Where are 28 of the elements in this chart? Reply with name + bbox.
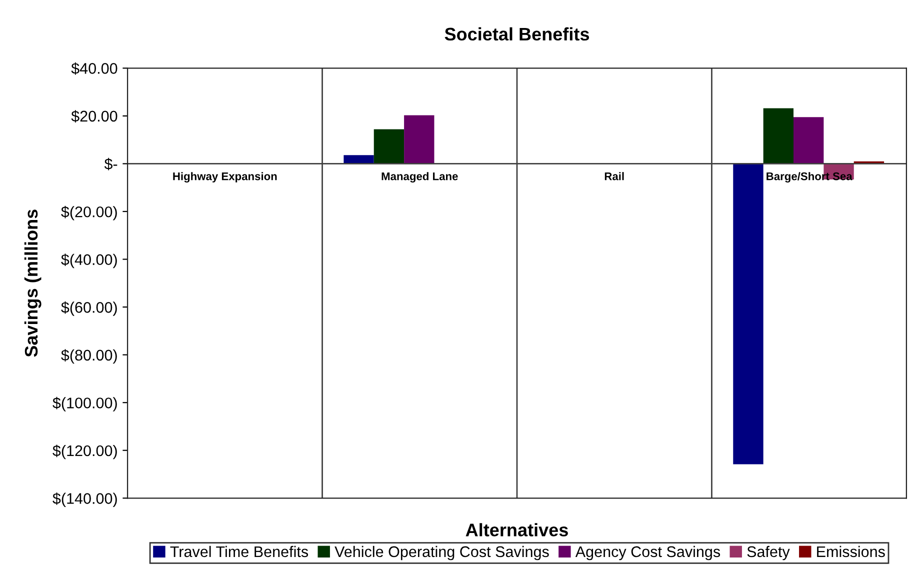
x-axis-title: Alternatives (466, 523, 568, 536)
y-tick-label: $(60.00) (61, 301, 117, 316)
y-tick-label: $(20.00) (61, 206, 117, 220)
bar (374, 129, 404, 164)
y-tick-label: $(140.00) (52, 492, 117, 507)
legend-label: Vehicle Operating Cost Savings (334, 546, 549, 560)
x-tick-label: Rail (604, 172, 624, 180)
y-tick-label: $20.00 (71, 110, 118, 123)
bar (344, 155, 374, 164)
y-tick-label: $40.00 (71, 62, 118, 75)
x-tick-label: Managed Lane (382, 172, 458, 182)
y-axis-title: Savings (millions (24, 210, 42, 357)
bar (763, 108, 794, 164)
bar (733, 164, 764, 464)
legend-label: Safety (747, 546, 790, 560)
y-tick-label: $(100.00) (52, 396, 117, 412)
legend-label: Travel Time Benefits (170, 546, 308, 558)
bar (794, 117, 824, 164)
y-tick-label: $- (104, 158, 118, 170)
y-tick-label: $(40.00) (61, 254, 117, 268)
chart-title: Societal Benefits (444, 27, 590, 41)
x-tick-label: Highway Expansion (173, 172, 277, 182)
bar (404, 115, 434, 164)
legend-label: Agency Cost Savings (575, 546, 720, 560)
y-tick-label: $(80.00) (61, 349, 117, 364)
x-tick-label: Barge/Short Sea (766, 172, 852, 182)
legend-label: Emissions (817, 546, 885, 558)
y-tick-label: $(120.00) (52, 444, 117, 460)
